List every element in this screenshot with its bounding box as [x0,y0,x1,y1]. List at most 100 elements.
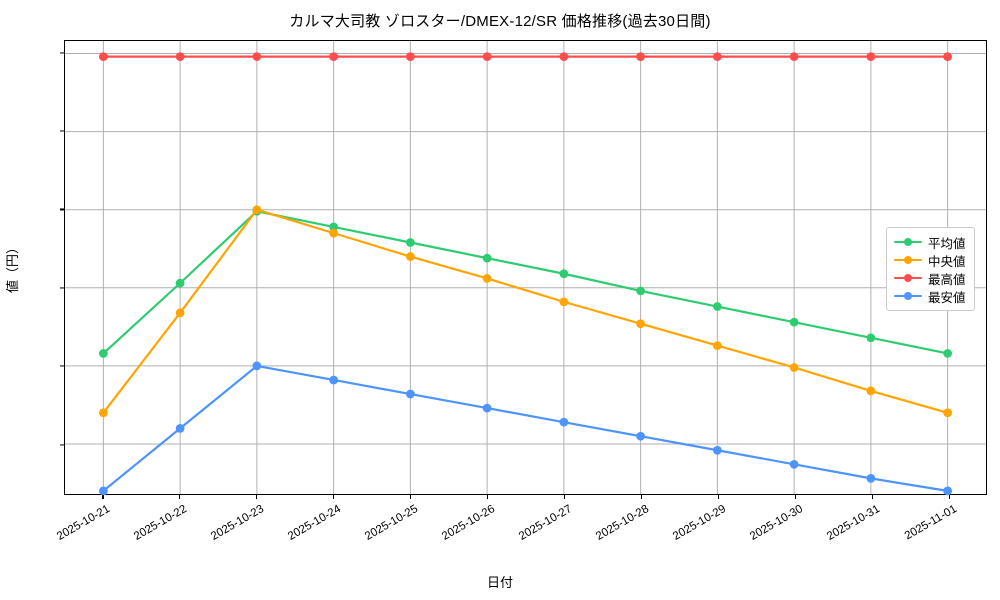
x-axis-tick-mark [948,495,950,499]
data-point [175,278,185,288]
series-中央値 [98,205,953,418]
data-point [559,269,569,279]
data-point [252,361,262,371]
data-point [252,205,262,215]
data-point [866,333,876,343]
data-point [866,473,876,483]
x-axis-tick-mark [410,495,412,499]
data-point [98,486,108,496]
x-axis-tick-mark [333,495,335,499]
legend-item-最高値[interactable]: 最高値 [894,269,966,287]
data-point [482,403,492,413]
x-axis-tick-mark [487,495,489,499]
data-point [712,445,722,455]
legend-label: 中央値 [928,254,966,269]
x-axis-tick-mark [563,495,566,499]
data-point [405,238,415,247]
y-axis-tick-mark [60,287,64,289]
data-point [405,389,415,399]
x-axis-tick-mark [256,495,258,499]
legend-swatch-icon [894,235,922,249]
data-point [98,52,108,62]
series-最高値 [98,52,953,62]
y-axis-label: 値（円） [5,240,20,294]
legend-label: 最高値 [928,272,966,287]
data-point [943,408,953,418]
data-point [789,459,799,469]
data-point [559,52,569,62]
series-line [102,364,949,492]
data-point [712,302,722,311]
x-axis-tick-mark [179,495,181,499]
data-point [789,363,799,372]
data-point [636,286,646,296]
x-axis-label: 日付 [486,575,513,590]
data-point [482,253,492,263]
data-point [789,52,799,62]
x-axis-tick-label: 2025-10-23 [209,503,267,543]
legend-item-平均値[interactable]: 平均値 [894,233,966,251]
data-point [943,52,953,62]
data-point [636,319,646,329]
x-axis-tick-label: 2025-10-29 [670,503,728,543]
chart-title: カルマ大司教 ゾロスター/DMEX-12/SR 価格推移(過去30日間) [289,13,711,30]
legend-label: 平均値 [928,236,966,251]
chart-legend: 平均値中央値最高値最安値 [886,227,975,311]
y-axis-tick-mark [60,130,64,132]
data-point [98,349,108,358]
data-series-layer [98,52,953,496]
plot-area [64,40,987,496]
data-point [866,386,876,396]
legend-swatch-icon [894,253,922,267]
data-point [175,424,185,433]
x-axis-tick-label: 2025-10-28 [593,503,651,543]
series-line [102,208,949,414]
x-axis-tick-mark [640,495,642,499]
legend-swatch-icon [894,271,922,285]
x-axis-tick-label: 2025-10-21 [55,503,113,543]
series-平均値 [98,206,953,358]
series-line [102,210,949,355]
x-axis-tick-mark [794,495,796,499]
legend-item-最安値[interactable]: 最安値 [894,287,966,305]
data-point [712,52,722,62]
legend-item-中央値[interactable]: 中央値 [894,251,966,269]
x-axis-tick-label: 2025-10-22 [132,503,190,543]
x-axis-tick-mark [102,495,104,499]
data-point [329,222,339,232]
x-axis-tick-label: 2025-10-25 [363,503,421,543]
x-axis-tick-label: 2025-10-31 [824,503,882,543]
data-point [175,52,185,62]
data-point [252,52,262,62]
data-point [559,417,569,427]
data-point [329,52,339,62]
data-point [712,341,722,350]
data-point [943,486,953,496]
x-axis-tick-label: 2025-10-26 [440,503,498,543]
x-axis-tick-mark [717,495,719,499]
y-axis-tick-mark [60,208,64,210]
y-axis-tick-mark [60,444,64,446]
legend-swatch-icon [894,289,922,303]
x-axis-tick-label: 2025-10-27 [517,503,574,543]
x-axis-tick-label: 2025-10-30 [747,503,805,543]
data-point [175,308,185,318]
x-axis-tick-label: 2025-10-24 [286,503,344,543]
data-point [329,228,339,238]
data-point [98,408,108,418]
data-point [482,274,492,283]
data-point [636,52,646,62]
x-axis-tick-mark [871,495,873,499]
data-point [789,317,799,327]
series-最安値 [98,361,953,496]
data-point [405,52,415,62]
y-axis-tick-mark [60,365,64,367]
x-axis-tick-label: 2025-11-01 [902,503,959,543]
data-point [329,375,339,385]
legend-label: 最安値 [928,290,966,305]
data-point [943,349,953,358]
data-point [866,52,876,62]
data-point [636,431,646,441]
y-axis-tick-mark [60,52,64,54]
